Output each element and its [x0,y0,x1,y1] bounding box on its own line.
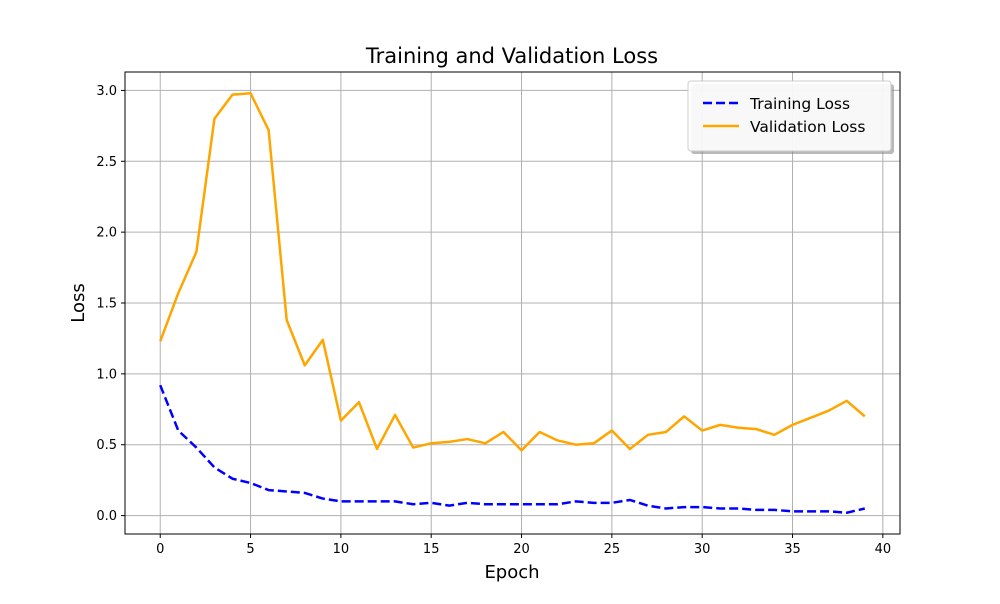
y-tick-label: 2.5 [96,155,117,170]
series-line-training-loss [159,384,866,514]
y-tick-label: 1.0 [96,367,117,382]
legend-box [687,80,892,152]
x-tick-label: 15 [423,542,440,557]
x-tick-label: 20 [513,542,530,557]
x-tick-label: 10 [333,542,350,557]
series-line-validation-loss [159,92,866,452]
y-axis-title: Loss [68,283,89,322]
y-tick-label: 2.0 [96,226,117,241]
legend-label-validation-loss: Validation Loss [750,118,865,136]
x-axis-title: Epoch [484,562,539,583]
series-lines [159,92,866,514]
x-tick-label: 40 [875,542,892,557]
x-tick-label: 5 [246,542,254,557]
x-tick-label: 0 [156,542,164,557]
axis-ticks: 0 5 10 15 20 25 30 35 40 0.0 0.5 1.0 1.5 2.0 2.5 3.0 [96,84,891,557]
y-tick-label: 3.0 [96,84,117,99]
grid [125,72,900,534]
y-tick-label: 0.0 [96,509,117,524]
x-tick-label: 30 [694,542,711,557]
chart-title: Training and Validation Loss [365,44,658,68]
x-tick-label: 35 [784,542,801,557]
y-tick-label: 1.5 [96,297,117,312]
x-tick-label: 25 [604,542,621,557]
legend: Training Loss Validation Loss [687,80,894,154]
legend-label-training-loss: Training Loss [749,95,850,113]
y-tick-label: 0.5 [96,438,117,453]
